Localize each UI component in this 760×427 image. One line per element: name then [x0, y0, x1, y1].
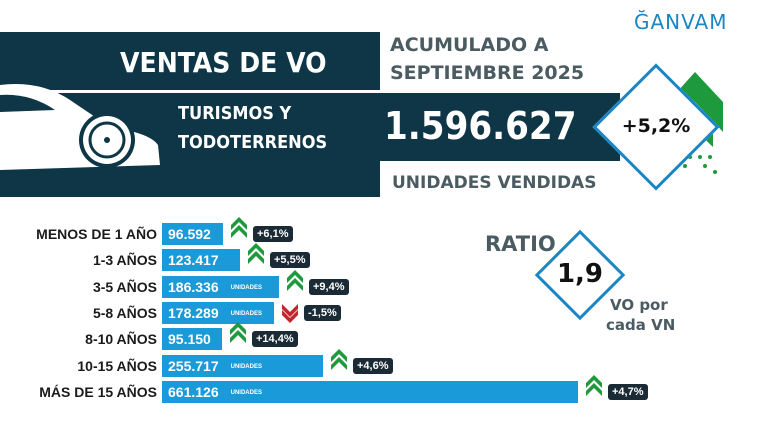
ratio-value: 1,9 [556, 259, 604, 289]
segment-line1: TURISMOS Y [178, 103, 292, 124]
bar: 96.592 [162, 223, 223, 245]
bar: 186.336 UNIDADES [162, 275, 279, 298]
category-label: 1-3 AÑOS [92, 252, 157, 269]
bar: 661.126 UNIDADES [162, 380, 578, 403]
bar-value-label: 255.717 [168, 357, 219, 374]
segment-line2: TODOTERRENOS [178, 132, 328, 153]
change-badge: +4,7% [608, 383, 648, 400]
bar-unit-label: UNIDADES [230, 390, 262, 397]
category-label: 10-15 AÑOS [77, 357, 157, 374]
trend-up-icon [586, 374, 602, 396]
bar-value-label: 123.417 [168, 252, 219, 269]
bar-value-label: 661.126 [168, 383, 219, 400]
total-units: 1.596.627 [384, 104, 577, 148]
trend-up-icon [287, 269, 303, 291]
trend-down-icon [282, 303, 298, 323]
category-label: 8-10 AÑOS [85, 331, 157, 348]
category-label: MÁS DE 15 AÑOS [39, 383, 157, 400]
total-change: +5,2% [621, 115, 691, 137]
title-band [0, 32, 380, 90]
ratio-caption-1: VO por [610, 296, 668, 314]
bar: 178.289 UNIDADES [162, 301, 274, 324]
ratio-label: RATIO [485, 232, 556, 256]
category-label: 5-8 AÑOS [92, 304, 157, 321]
bar-value-label: 96.592 [168, 226, 211, 242]
category-label: MENOS DE 1 AÑO [36, 226, 157, 242]
trend-up-icon [231, 217, 247, 238]
brand-logo: ĞANVAM [634, 10, 728, 34]
change-badge: +4,6% [353, 357, 393, 374]
bar-unit-label: UNIDADES [230, 363, 262, 370]
ratio-caption-2: cada VN [606, 316, 676, 334]
bar-value-label: 186.336 [168, 278, 219, 295]
bar: 123.417 [162, 249, 240, 272]
trend-up-icon [248, 243, 264, 265]
bar-value-label: 178.289 [168, 304, 219, 321]
bar-value-label: 95.150 [168, 331, 211, 348]
change-badge: +9,4% [309, 278, 349, 295]
change-badge: -1,5% [304, 304, 341, 321]
bar: 95.150 [162, 328, 222, 351]
change-badge: +14,4% [252, 331, 298, 348]
bar: 255.717 UNIDADES [162, 354, 323, 377]
change-badge: +6,1% [253, 226, 293, 242]
period-line1: ACUMULADO A [390, 34, 549, 56]
bar-unit-label: UNIDADES [230, 284, 262, 291]
change-badge: +5,5% [270, 252, 310, 269]
car-icon [0, 84, 160, 170]
period-line2: SEPTIEMBRE 2025 [390, 62, 585, 84]
trend-up-icon [331, 348, 347, 370]
bar-unit-label: UNIDADES [230, 311, 262, 318]
page-title: VENTAS DE VO [120, 46, 327, 79]
total-unit-label: UNIDADES VENDIDAS [392, 173, 597, 193]
category-label: 3-5 AÑOS [92, 278, 157, 295]
trend-up-icon [230, 322, 246, 344]
